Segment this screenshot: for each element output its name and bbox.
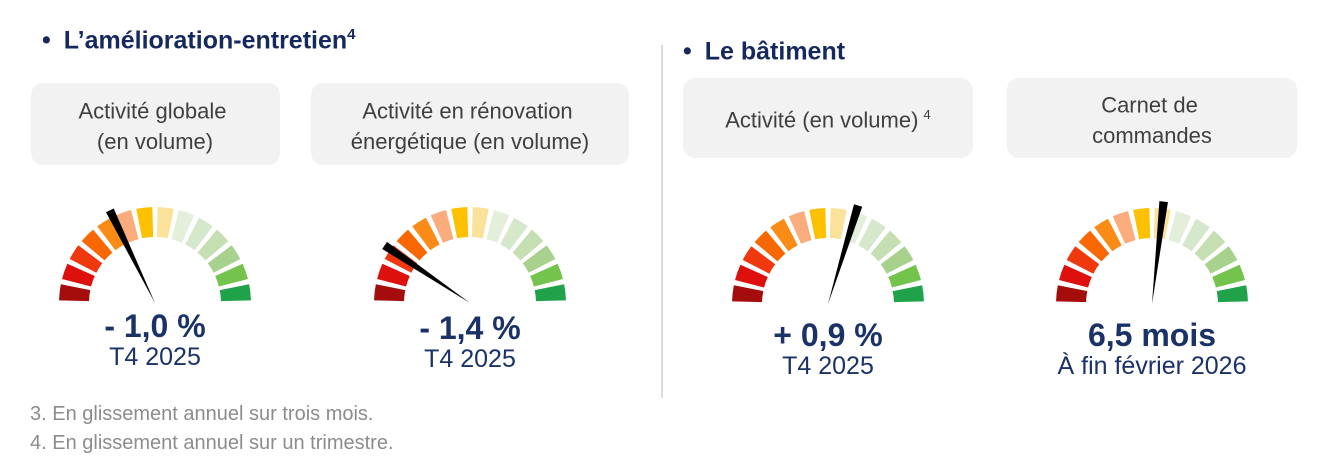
bullet-icon: • bbox=[42, 26, 51, 55]
gauge-chart bbox=[732, 204, 924, 304]
gauge-caption: T4 2025 bbox=[424, 345, 516, 373]
section-title-amelioration-entretien: • L’amélioration-entretien4 bbox=[42, 26, 356, 55]
gauge-label-line: énergétique (en volume) bbox=[350, 128, 590, 154]
section-title-text: Le bâtiment bbox=[704, 37, 846, 66]
gauge-card-activite-globale: Activité globale (en volume) - 1,0 % T4 … bbox=[15, 83, 295, 371]
footnote-ref: 4 bbox=[923, 107, 931, 123]
gauge-card-activite-batiment: Activité (en volume) 4 + 0,9 % T4 2025 bbox=[670, 78, 986, 380]
gauge-chart bbox=[59, 207, 251, 303]
footnotes: 3. En glissement annuel sur trois mois. … bbox=[30, 400, 394, 458]
gauge-chart bbox=[374, 207, 566, 303]
gauge-label-line: (en volume) bbox=[96, 128, 214, 154]
gauge-card-renovation-energetique: Activité en rénovation énergétique (en v… bbox=[310, 83, 630, 373]
footnote-ref: 4 bbox=[347, 26, 356, 43]
gauge-label-line: commandes bbox=[1092, 122, 1212, 148]
footnote-3: 3. En glissement annuel sur trois mois. bbox=[30, 403, 374, 425]
gauge-value: - 1,0 % bbox=[104, 308, 206, 344]
gauge-label-line: Carnet de bbox=[1101, 92, 1198, 118]
gauge-label-card: Activité (en volume) 4 bbox=[683, 78, 973, 158]
section-divider bbox=[661, 45, 663, 398]
gauge-label-line: Activité globale bbox=[78, 98, 227, 124]
gauge-label-line: Activité (en volume) 4 bbox=[725, 107, 931, 133]
gauge-value: + 0,9 % bbox=[773, 317, 883, 353]
gauge-label-card: Carnet de commandes bbox=[1007, 78, 1297, 158]
gauge-chart bbox=[1056, 201, 1248, 304]
section-title-text: L’amélioration-entretien bbox=[63, 26, 348, 55]
gauge-card-carnet-commandes: Carnet de commandes 6,5 mois À fin févri… bbox=[994, 78, 1310, 380]
gauge-caption: À fin février 2026 bbox=[1057, 352, 1247, 380]
footnote-4: 4. En glissement annuel sur un trimestre… bbox=[30, 432, 394, 454]
gauge-label-line: Activité en rénovation bbox=[362, 98, 573, 124]
gauge-label-card: Activité en rénovation énergétique (en v… bbox=[311, 83, 629, 165]
gauge-caption: T4 2025 bbox=[109, 343, 201, 371]
gauge-caption: T4 2025 bbox=[782, 352, 874, 380]
gauge-value: - 1,4 % bbox=[419, 310, 521, 346]
section-title-batiment: • Le bâtiment bbox=[683, 37, 845, 66]
gauge-value: 6,5 mois bbox=[1087, 317, 1217, 353]
gauge-label-card: Activité globale (en volume) bbox=[30, 83, 280, 165]
bullet-icon: • bbox=[683, 37, 692, 66]
